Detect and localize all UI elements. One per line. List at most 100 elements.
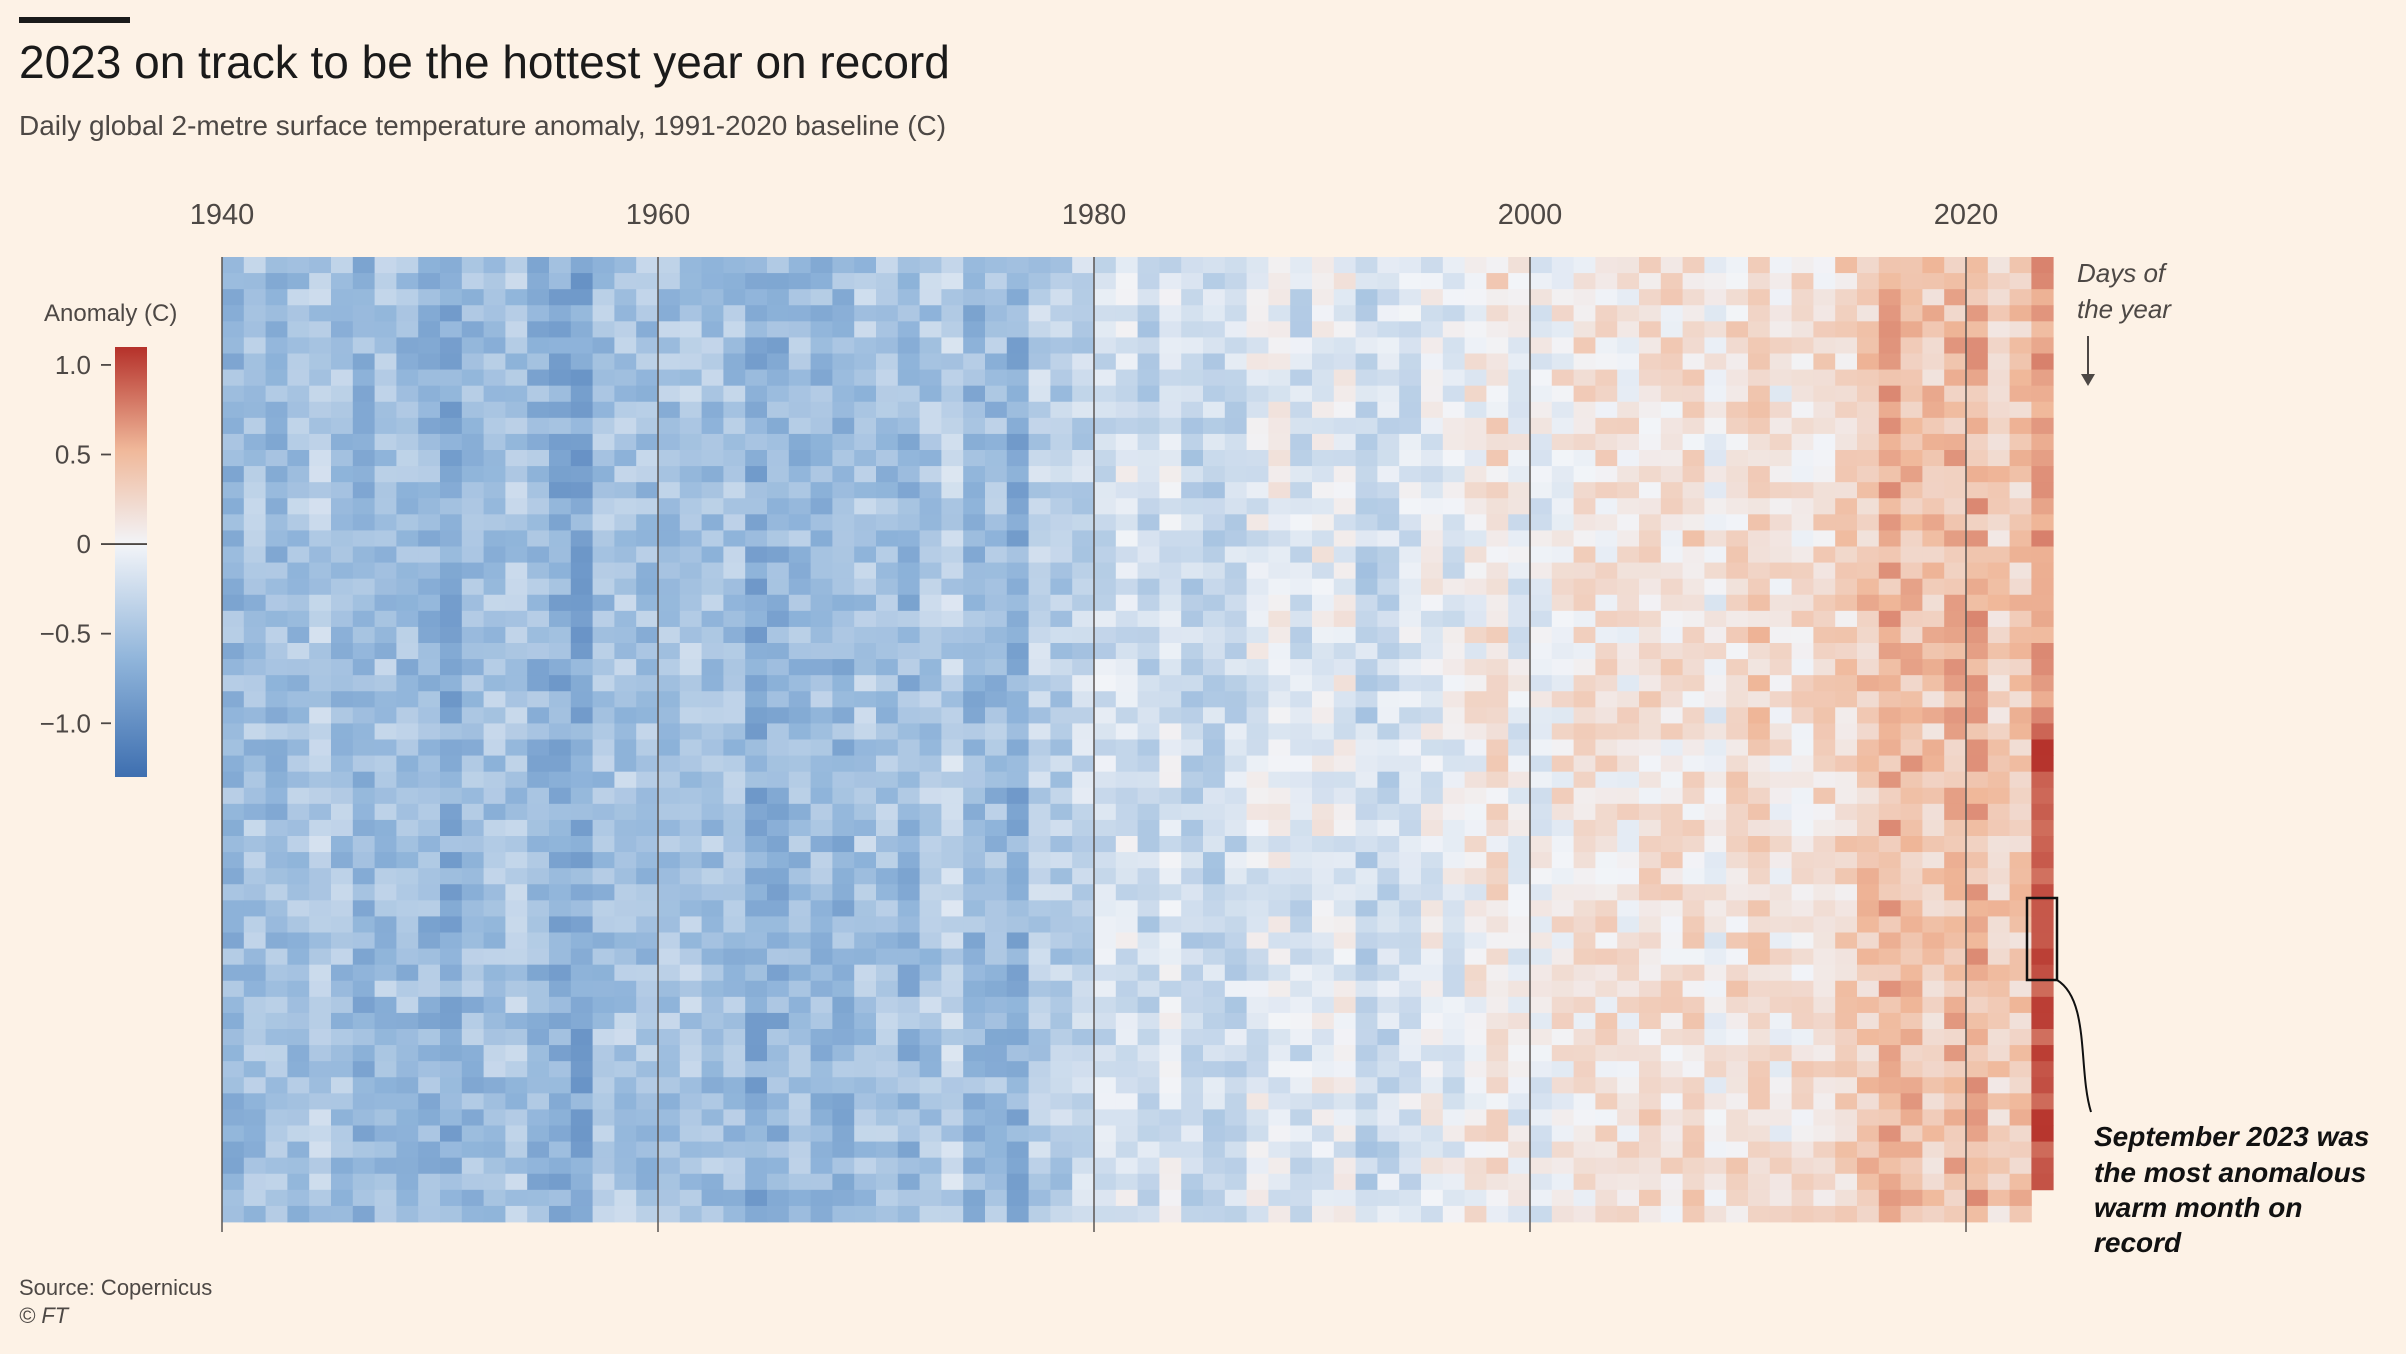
heatmap-cell — [222, 1077, 245, 1094]
heatmap-cell — [1791, 900, 1814, 917]
heatmap-cell — [287, 305, 310, 322]
heatmap-cell — [352, 787, 375, 805]
heatmap-cell — [767, 643, 790, 660]
heatmap-cell — [723, 1157, 746, 1175]
heatmap-cell — [1900, 659, 1923, 676]
heatmap-cell — [1987, 578, 2010, 596]
heatmap-cell — [897, 771, 920, 789]
heatmap-cell — [1464, 401, 1487, 419]
heatmap-cell — [723, 948, 746, 966]
heatmap-cell — [592, 401, 615, 419]
heatmap-cell — [1377, 819, 1400, 837]
heatmap-cell — [745, 675, 768, 692]
heatmap-cell — [614, 900, 637, 917]
heatmap-cell — [331, 1109, 354, 1126]
heatmap-cell — [2009, 1125, 2032, 1142]
heatmap-cell — [876, 353, 899, 370]
heatmap-cell — [1595, 385, 1618, 403]
heatmap-cell — [767, 900, 790, 917]
heatmap-cell — [309, 385, 332, 403]
heatmap-cell — [1312, 385, 1335, 403]
heatmap-cell — [1312, 755, 1335, 773]
heatmap-cell — [265, 932, 288, 949]
heatmap-cell — [832, 739, 855, 756]
heatmap-cell — [1726, 353, 1749, 370]
heatmap-cell — [1050, 868, 1073, 885]
heatmap-cell — [1399, 691, 1422, 708]
heatmap-cell — [243, 707, 266, 724]
heatmap-cell — [1595, 273, 1618, 290]
heatmap-cell — [1639, 900, 1662, 917]
heatmap-cell — [963, 900, 986, 917]
heatmap-cell — [658, 1189, 681, 1207]
heatmap-cell — [1181, 739, 1204, 756]
heatmap-cell — [1966, 626, 1989, 644]
heatmap-cell — [1573, 659, 1596, 676]
heatmap-cell — [505, 1173, 528, 1191]
heatmap-cell — [1704, 1061, 1727, 1078]
heatmap-cell — [1312, 514, 1335, 531]
heatmap-cell — [1966, 900, 1989, 917]
heatmap-cell — [1399, 562, 1422, 580]
heatmap-cell — [876, 803, 899, 821]
heatmap-cell — [331, 771, 354, 789]
heatmap-cell — [1246, 1012, 1269, 1030]
heatmap-cell — [222, 691, 245, 708]
heatmap-cell — [1290, 1109, 1313, 1126]
heatmap-cell — [963, 385, 986, 403]
heatmap-cell — [985, 433, 1008, 451]
heatmap-cell — [1137, 578, 1160, 596]
heatmap-cell — [1094, 1093, 1117, 1110]
heatmap-cell — [1290, 337, 1313, 354]
heatmap-cell — [1857, 337, 1880, 354]
heatmap-cell — [1748, 289, 1771, 306]
heatmap-cell — [919, 546, 942, 563]
heatmap-cell — [418, 401, 441, 419]
heatmap-cell — [1050, 337, 1073, 354]
heatmap-cell — [222, 498, 245, 515]
heatmap-cell — [1050, 498, 1073, 515]
heatmap-cell — [483, 916, 506, 933]
heatmap-cell — [352, 1173, 375, 1191]
heatmap-cell — [1682, 787, 1705, 805]
heatmap-cell — [1399, 1125, 1422, 1142]
heatmap-cell — [767, 257, 790, 274]
heatmap-cell — [658, 321, 681, 338]
heatmap-cell — [592, 321, 615, 338]
heatmap-cell — [876, 659, 899, 676]
heatmap-cell — [243, 305, 266, 322]
heatmap-cell — [1159, 450, 1182, 467]
heatmap-cell — [549, 996, 572, 1014]
heatmap-cell — [1595, 1109, 1618, 1126]
heatmap-cell — [309, 723, 332, 740]
heatmap-cell — [1639, 691, 1662, 708]
heatmap-cell — [919, 996, 942, 1014]
heatmap-cell — [1094, 1205, 1117, 1223]
heatmap-cell — [1922, 691, 1945, 708]
heatmap-cell — [374, 514, 397, 531]
heatmap-cell — [1224, 466, 1247, 483]
heatmap-cell — [1660, 948, 1683, 966]
heatmap-cell — [1181, 819, 1204, 837]
heatmap-cell — [287, 1093, 310, 1110]
heatmap-cell — [570, 562, 593, 580]
heatmap-cell — [1028, 417, 1051, 435]
heatmap-cell — [1050, 1173, 1073, 1191]
heatmap-cell — [483, 1012, 506, 1030]
heatmap-cell — [614, 289, 637, 306]
heatmap-cell — [1181, 691, 1204, 708]
heatmap-cell — [1966, 980, 1989, 998]
heatmap-cell — [1573, 755, 1596, 773]
heatmap-cell — [1835, 787, 1858, 805]
heatmap-cell — [854, 337, 877, 354]
heatmap-cell — [352, 482, 375, 499]
heatmap-cell — [592, 385, 615, 403]
heatmap-cell — [788, 1093, 811, 1110]
heatmap-cell — [1530, 1093, 1553, 1110]
heatmap-cell — [505, 723, 528, 740]
heatmap-cell — [854, 964, 877, 982]
heatmap-cell — [723, 385, 746, 403]
heatmap-cell — [1966, 1061, 1989, 1078]
heatmap-cell — [1224, 321, 1247, 338]
heatmap-cell — [963, 1061, 986, 1078]
